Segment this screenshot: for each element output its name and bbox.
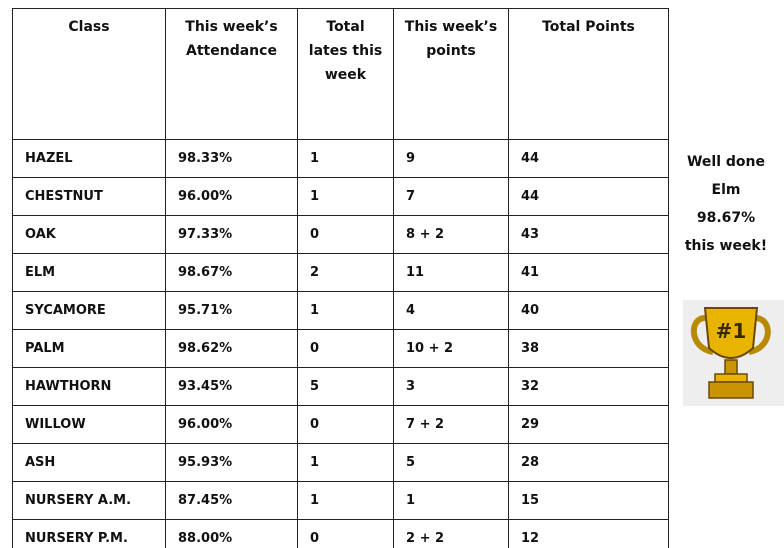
table-cell: 43 [509, 216, 669, 254]
table-cell: 96.00% [166, 178, 298, 216]
trophy-icon: #1 [683, 300, 784, 406]
table-cell: 2 [298, 254, 394, 292]
message-line: 98.67% [668, 204, 784, 232]
table-cell: 97.33% [166, 216, 298, 254]
column-header: This week’s points [394, 9, 509, 140]
table-cell: 5 [394, 444, 509, 482]
table-cell: 7 + 2 [394, 406, 509, 444]
table-cell: 96.00% [166, 406, 298, 444]
table-cell: 5 [298, 368, 394, 406]
column-header: Total lates this week [298, 9, 394, 140]
table-cell: 98.67% [166, 254, 298, 292]
table-cell: 95.93% [166, 444, 298, 482]
table-cell: 11 [394, 254, 509, 292]
column-header: Total Points [509, 9, 669, 140]
table-cell: 41 [509, 254, 669, 292]
table-cell: 2 + 2 [394, 520, 509, 548]
table-cell: 87.45% [166, 482, 298, 520]
trophy-label: #1 [716, 319, 747, 343]
table-cell: 12 [509, 520, 669, 548]
message-line: this week! [668, 232, 784, 260]
table-cell: 1 [298, 482, 394, 520]
table-cell: NURSERY A.M. [13, 482, 166, 520]
table-cell: 95.71% [166, 292, 298, 330]
table-cell: OAK [13, 216, 166, 254]
table-cell: 28 [509, 444, 669, 482]
table-cell: HAZEL [13, 140, 166, 178]
table-cell: 9 [394, 140, 509, 178]
table-cell: ASH [13, 444, 166, 482]
table-cell: 0 [298, 216, 394, 254]
table-cell: 0 [298, 520, 394, 548]
table-cell: 1 [298, 444, 394, 482]
table-cell: 29 [509, 406, 669, 444]
table-cell: 15 [509, 482, 669, 520]
table-cell: 3 [394, 368, 509, 406]
table-cell: 10 + 2 [394, 330, 509, 368]
table-cell: 98.33% [166, 140, 298, 178]
message-line: Elm [668, 176, 784, 204]
column-header: Class [13, 9, 166, 140]
table-cell: 0 [298, 330, 394, 368]
table-cell: 8 + 2 [394, 216, 509, 254]
table-cell: CHESTNUT [13, 178, 166, 216]
table-cell: 0 [298, 406, 394, 444]
column-header: This week’s Attendance [166, 9, 298, 140]
table-cell: 88.00% [166, 520, 298, 548]
table-cell: PALM [13, 330, 166, 368]
message-line: Well done [668, 148, 784, 176]
table-cell: 40 [509, 292, 669, 330]
table-cell: 1 [394, 482, 509, 520]
table-cell: 32 [509, 368, 669, 406]
table-cell: 93.45% [166, 368, 298, 406]
table-cell: NURSERY P.M. [13, 520, 166, 548]
table-cell: WILLOW [13, 406, 166, 444]
table-cell: ELM [13, 254, 166, 292]
table-cell: 44 [509, 178, 669, 216]
table-cell: 1 [298, 178, 394, 216]
table-cell: 7 [394, 178, 509, 216]
table-cell: 98.62% [166, 330, 298, 368]
table-cell: 1 [298, 292, 394, 330]
table-cell: 38 [509, 330, 669, 368]
table-cell: SYCAMORE [13, 292, 166, 330]
table-cell: HAWTHORN [13, 368, 166, 406]
table-cell: 44 [509, 140, 669, 178]
page: ClassThis week’s AttendanceTotal lates t… [0, 0, 784, 548]
table-cell: 4 [394, 292, 509, 330]
table-cell: 1 [298, 140, 394, 178]
